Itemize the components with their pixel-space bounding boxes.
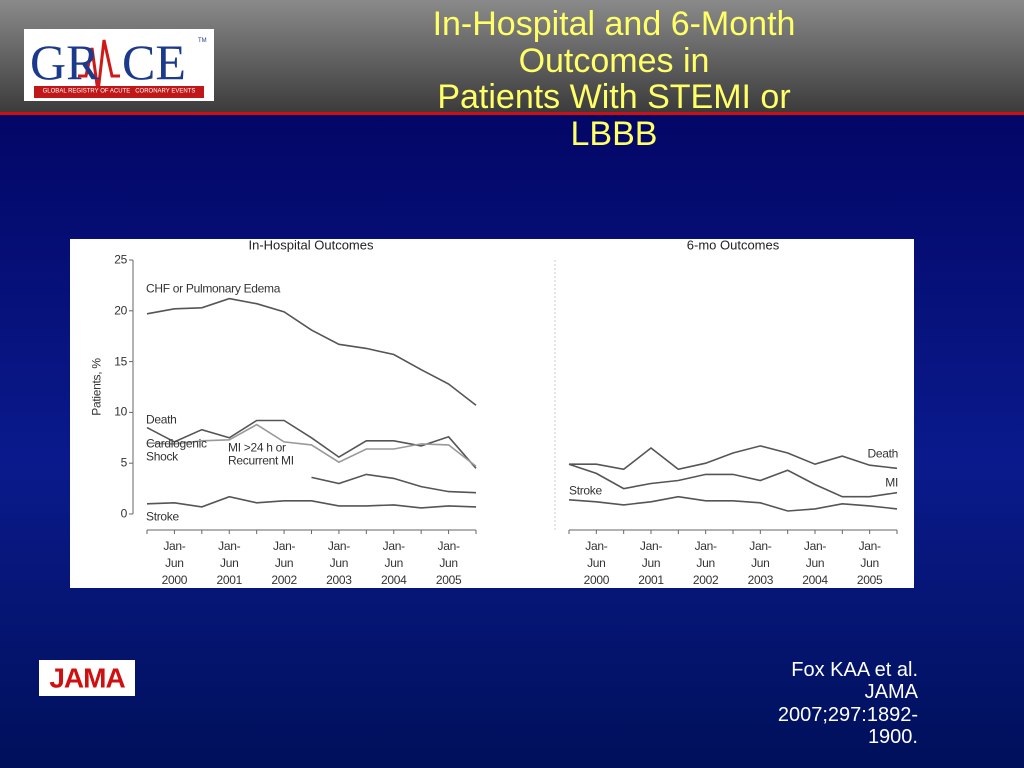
x-tick-label: Jan- Jun 2002 (692, 539, 719, 587)
y-tick-label: 15 (114, 353, 127, 368)
y-tick-label: 0 (120, 506, 128, 521)
x-tick-label: Jan- Jun 2001 (638, 539, 664, 587)
chart-title: In-Hospital Outcomes (248, 237, 374, 253)
y-tick-label: 25 (114, 252, 127, 267)
series-label: MI >24 h or Recurrent MI (228, 440, 294, 468)
series-label: Stroke (146, 509, 179, 524)
series-line (146, 495, 477, 509)
x-tick-label: Jan- Jun 2000 (583, 539, 610, 587)
slide-title: In-Hospital and 6-Month Outcomes in Pati… (432, 5, 796, 154)
citation: Fox KAA et al. JAMA 2007;297:1892-1900. (777, 659, 918, 749)
x-tick-label: Jan- Jun 2005 (435, 539, 462, 587)
series-line (146, 419, 477, 469)
x-tick-label: Jan- Jun 2003 (326, 539, 352, 587)
series-label: MI (885, 475, 898, 490)
series-label: Death (867, 446, 898, 461)
x-tick-label: Jan- Jun 2004 (381, 539, 407, 587)
x-tick-label: Jan- Jun 2001 (216, 539, 243, 587)
y-tick-label: 5 (120, 455, 128, 470)
y-tick-label: 10 (114, 404, 127, 419)
series-label: CHF or Pulmonary Edema (146, 281, 281, 296)
series-label: Cardiogenic Shock (146, 436, 207, 464)
logo-tagline: GLOBAL REGISTRY OF ACUTE CORONARY EVENTS (42, 88, 196, 95)
jama-logo (39, 660, 135, 696)
x-tick-label: Jan- Jun 2003 (747, 539, 774, 587)
series-line (146, 297, 477, 406)
x-tick-label: Jan- Jun 2004 (802, 539, 828, 587)
logo-text: GR (30, 34, 100, 90)
series-line (568, 463, 898, 498)
jama-logo-text: JAMA (49, 662, 125, 694)
logo-text: CE (122, 34, 186, 90)
series-label: Stroke (569, 483, 602, 498)
x-tick-label: Jan- Jun 2002 (271, 539, 297, 587)
y-tick-label: 20 (114, 303, 127, 318)
x-tick-label: Jan- Jun 2000 (161, 539, 188, 587)
x-tick-label: Jan- Jun 2005 (856, 539, 883, 587)
chart-title: 6-mo Outcomes (686, 237, 780, 253)
series-line (146, 423, 477, 467)
series-line (311, 473, 477, 494)
logo-band (34, 86, 204, 98)
series-line (569, 445, 898, 471)
logo-mark: TM (198, 38, 207, 44)
series-line (568, 495, 898, 512)
y-axis-label: Patients, % (89, 358, 104, 416)
series-label: Death (146, 412, 177, 427)
